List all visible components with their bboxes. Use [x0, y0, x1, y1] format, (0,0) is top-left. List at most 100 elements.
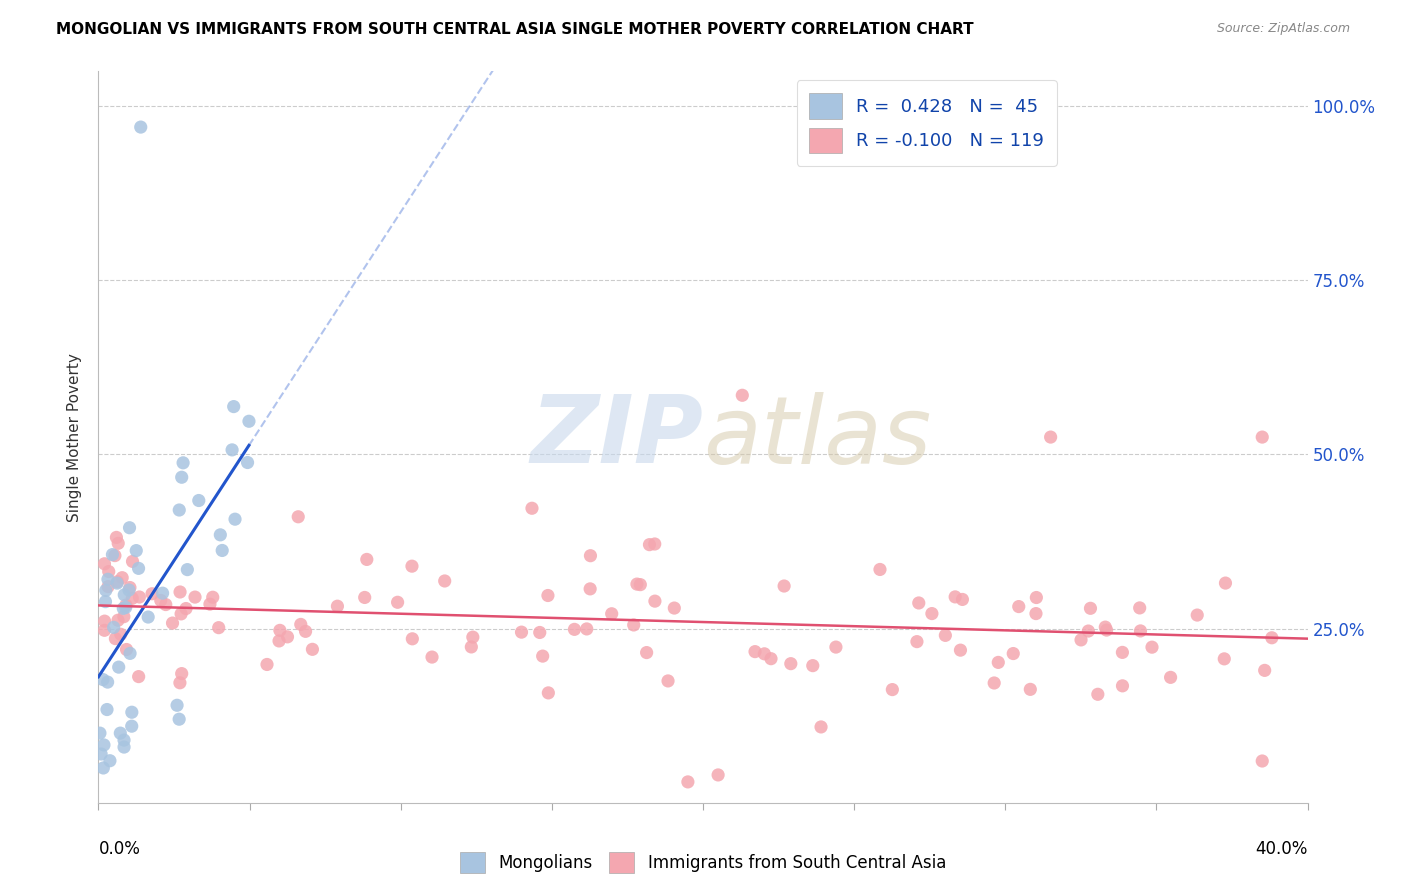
- Point: [644, 594, 666, 608]
- Point: [97, 675, 120, 690]
- Point: [537, 589, 560, 603]
- Point: [198, 597, 221, 611]
- Point: [208, 621, 231, 635]
- Point: [94, 594, 117, 608]
- Point: [276, 630, 298, 644]
- Point: [91, 761, 114, 775]
- Point: [169, 675, 191, 690]
- Point: [101, 548, 124, 562]
- Point: [638, 538, 661, 552]
- Point: [93, 557, 115, 571]
- Point: [166, 698, 188, 713]
- Point: [110, 726, 132, 740]
- Point: [118, 582, 141, 597]
- Point: [93, 624, 115, 638]
- Point: [510, 625, 533, 640]
- Point: [1213, 652, 1236, 666]
- Point: [1253, 664, 1275, 678]
- Point: [187, 493, 209, 508]
- Point: [1019, 682, 1042, 697]
- Point: [420, 650, 443, 665]
- Point: [167, 712, 190, 726]
- Point: [118, 521, 141, 535]
- Point: [628, 577, 651, 591]
- Point: [1261, 631, 1284, 645]
- Legend: R =  0.428   N =  45, R = -0.100   N = 119: R = 0.428 N = 45, R = -0.100 N = 119: [797, 80, 1057, 166]
- Point: [773, 579, 796, 593]
- Point: [222, 400, 245, 414]
- Point: [1025, 607, 1047, 621]
- Point: [1008, 599, 1031, 614]
- Point: [326, 599, 349, 614]
- Point: [112, 601, 135, 615]
- Point: [744, 645, 766, 659]
- Text: atlas: atlas: [703, 392, 931, 483]
- Point: [759, 651, 782, 665]
- Point: [93, 738, 115, 752]
- Text: MONGOLIAN VS IMMIGRANTS FROM SOUTH CENTRAL ASIA SINGLE MOTHER POVERTY CORRELATIO: MONGOLIAN VS IMMIGRANTS FROM SOUTH CENTR…: [56, 22, 974, 37]
- Point: [460, 640, 482, 654]
- Point: [170, 666, 193, 681]
- Point: [107, 660, 129, 674]
- Point: [221, 442, 243, 457]
- Point: [1039, 430, 1062, 444]
- Point: [387, 595, 409, 609]
- Point: [600, 607, 623, 621]
- Point: [224, 512, 246, 526]
- Point: [121, 591, 143, 606]
- Point: [664, 601, 686, 615]
- Point: [107, 536, 129, 550]
- Point: [162, 615, 184, 630]
- Point: [167, 503, 190, 517]
- Point: [128, 670, 150, 684]
- Point: [170, 470, 193, 484]
- Y-axis label: Single Mother Poverty: Single Mother Poverty: [67, 352, 83, 522]
- Point: [128, 590, 150, 604]
- Point: [882, 682, 904, 697]
- Point: [105, 530, 128, 544]
- Point: [121, 554, 143, 568]
- Point: [301, 642, 323, 657]
- Point: [269, 624, 291, 638]
- Point: [112, 609, 135, 624]
- Point: [1087, 687, 1109, 701]
- Point: [114, 600, 136, 615]
- Point: [943, 590, 966, 604]
- Point: [104, 549, 127, 563]
- Point: [120, 646, 142, 660]
- Point: [531, 649, 554, 664]
- Point: [111, 571, 134, 585]
- Point: [1095, 623, 1118, 637]
- Point: [950, 592, 973, 607]
- Point: [1025, 591, 1047, 605]
- Point: [1160, 670, 1182, 684]
- Point: [537, 686, 560, 700]
- Point: [731, 388, 754, 402]
- Point: [105, 576, 128, 591]
- Point: [149, 593, 172, 607]
- Point: [934, 628, 956, 642]
- Point: [401, 559, 423, 574]
- Point: [96, 702, 118, 716]
- Point: [1251, 754, 1274, 768]
- Point: [118, 581, 141, 595]
- Point: [184, 590, 207, 604]
- Point: [94, 583, 117, 598]
- Point: [93, 614, 115, 628]
- Point: [155, 598, 177, 612]
- Point: [707, 768, 730, 782]
- Point: [1215, 576, 1237, 591]
- Point: [1111, 679, 1133, 693]
- Point: [579, 582, 602, 596]
- Point: [575, 622, 598, 636]
- Point: [1129, 624, 1152, 638]
- Legend: Mongolians, Immigrants from South Central Asia: Mongolians, Immigrants from South Centra…: [453, 846, 953, 880]
- Point: [112, 733, 135, 747]
- Point: [1140, 640, 1163, 655]
- Point: [905, 634, 928, 648]
- Point: [128, 561, 150, 575]
- Point: [98, 754, 121, 768]
- Point: [983, 676, 1005, 690]
- Point: [176, 563, 198, 577]
- Point: [90, 747, 112, 761]
